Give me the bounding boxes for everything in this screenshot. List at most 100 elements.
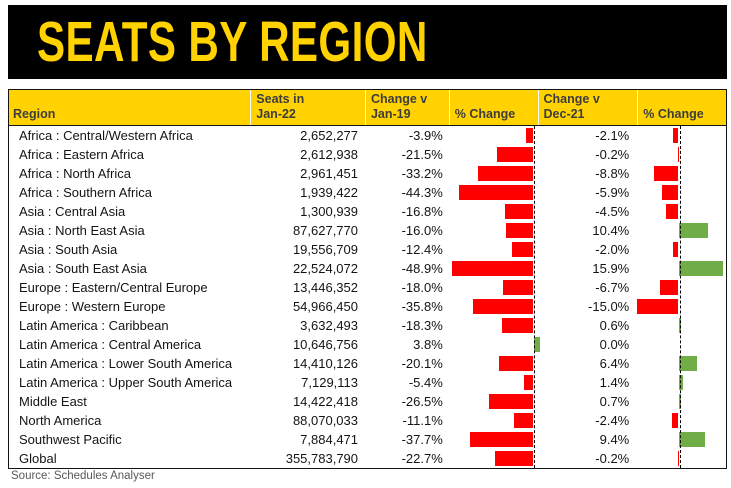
change-v-dec21-cell: 0.6% xyxy=(599,318,630,333)
pct-change-jan19-bar-cell xyxy=(449,183,538,202)
pct-change-jan19-bar xyxy=(497,147,533,162)
region-cell: Global xyxy=(19,451,57,466)
header-line: % Change xyxy=(643,107,704,121)
seats-cell: 7,884,471 xyxy=(300,432,359,447)
seats-cell: 355,783,790 xyxy=(285,451,359,466)
page-title: SEATS BY REGION xyxy=(37,9,428,74)
pct-change-jan19-bar-cell xyxy=(449,297,538,316)
pct-change-dec21-bar-cell xyxy=(637,164,726,183)
seats-cell: 22,524,072 xyxy=(292,261,359,276)
seats-cell: 1,300,939 xyxy=(300,204,359,219)
change-v-jan19-cell: -48.9% xyxy=(401,261,443,276)
pct-change-dec21-bar xyxy=(679,432,705,447)
pct-change-dec21-bar-cell xyxy=(637,183,726,202)
header-line: Change v xyxy=(370,92,428,106)
table-row: Africa : Eastern Africa 2,612,938 -21.5%… xyxy=(9,145,726,164)
pct-change-jan19-bar xyxy=(495,451,533,466)
pct-change-jan19-bar-cell xyxy=(449,335,541,354)
pct-change-dec21-bar xyxy=(679,261,723,276)
pct-change-dec21-bar-cell xyxy=(637,449,726,468)
pct-change-jan19-bar-cell xyxy=(449,145,538,164)
pct-change-jan19-bar-cell xyxy=(449,354,538,373)
table-header-row: Region Seats in Jan-22 Change v Jan-19 %… xyxy=(9,90,726,125)
table-row: Latin America : Central America 10,646,7… xyxy=(9,335,726,354)
change-v-dec21-cell: -0.2% xyxy=(595,147,630,162)
pct-change-jan19-bar xyxy=(477,166,533,181)
change-v-dec21-cell: -6.7% xyxy=(595,280,630,295)
change-v-dec21-cell: -15.0% xyxy=(588,299,630,314)
seats-cell: 2,652,277 xyxy=(300,128,359,143)
column-header-change-v-dec21: Change v Dec-21 xyxy=(537,90,638,125)
seats-cell: 1,939,422 xyxy=(300,185,359,200)
pct-change-dec21-bar xyxy=(659,280,679,295)
pct-change-dec21-bar-cell xyxy=(637,145,726,164)
pct-change-jan19-bar-cell xyxy=(449,259,538,278)
pct-change-dec21-bar xyxy=(672,128,679,143)
pct-change-dec21-bar-cell xyxy=(637,259,726,278)
header-line: Jan-19 xyxy=(370,107,411,121)
pct-change-dec21-bar-cell xyxy=(637,392,726,411)
pct-change-jan19-bar-cell xyxy=(449,240,538,259)
change-v-dec21-cell: -2.0% xyxy=(595,242,630,257)
pct-change-dec21-bar xyxy=(677,147,679,162)
seats-cell: 7,129,113 xyxy=(301,375,359,390)
column-header-pct-change-dec21: % Change xyxy=(637,90,726,125)
region-cell: Africa : North Africa xyxy=(19,166,131,181)
change-v-jan19-cell: -35.8% xyxy=(401,299,443,314)
title-banner: SEATS BY REGION xyxy=(8,5,727,79)
pct-change-dec21-bar-cell xyxy=(637,373,726,392)
change-v-dec21-cell: 0.0% xyxy=(599,337,630,352)
pct-change-jan19-bar-cell xyxy=(449,221,538,240)
region-cell: Latin America : Central America xyxy=(19,337,202,352)
pct-change-dec21-bar-cell xyxy=(637,430,726,449)
seats-table: Region Seats in Jan-22 Change v Jan-19 %… xyxy=(8,89,727,469)
seats-cell: 3,632,493 xyxy=(300,318,359,333)
seats-cell: 2,612,938 xyxy=(300,147,359,162)
pct-change-dec21-bar xyxy=(665,204,679,219)
change-v-dec21-cell: 15.9% xyxy=(592,261,630,276)
pct-change-jan19-bar xyxy=(506,223,533,238)
table-row: Latin America : Upper South America 7,12… xyxy=(9,373,726,392)
change-v-jan19-cell: -33.2% xyxy=(401,166,443,181)
region-cell: Latin America : Upper South America xyxy=(19,375,233,390)
pct-change-dec21-bar xyxy=(637,299,679,314)
change-v-jan19-cell: -16.8% xyxy=(401,204,443,219)
column-header-pct-change-jan19: % Change xyxy=(448,90,538,125)
source-note: Source: Schedules Analyser xyxy=(11,470,155,482)
table-row: Middle East 14,422,418 -26.5% 0.7% xyxy=(9,392,726,411)
seats-cell: 88,070,033 xyxy=(292,413,359,428)
zero-axis-jan19 xyxy=(534,126,535,468)
table-row: Asia : Central Asia 1,300,939 -16.8% -4.… xyxy=(9,202,726,221)
table-body: Africa : Central/Western Africa 2,652,27… xyxy=(9,125,726,468)
seats-cell: 13,446,352 xyxy=(292,280,359,295)
pct-change-dec21-bar-cell xyxy=(637,278,726,297)
region-cell: Middle East xyxy=(19,394,87,409)
column-header-change-v-jan19: Change v Jan-19 xyxy=(364,90,449,125)
pct-change-dec21-bar xyxy=(679,223,708,238)
change-v-dec21-cell: 0.7% xyxy=(599,394,630,409)
pct-change-jan19-bar xyxy=(533,337,541,352)
change-v-jan19-cell: -3.9% xyxy=(408,128,443,143)
column-header-seats-jan22: Seats in Jan-22 xyxy=(250,90,365,125)
pct-change-dec21-bar-cell xyxy=(637,316,726,335)
column-header-region: Region xyxy=(9,90,250,125)
change-v-jan19-cell: -16.0% xyxy=(401,223,443,238)
pct-change-dec21-bar xyxy=(677,451,679,466)
change-v-jan19-cell: -18.3% xyxy=(401,318,443,333)
region-cell: Asia : Central Asia xyxy=(19,204,126,219)
change-v-jan19-cell: -37.7% xyxy=(401,432,443,447)
change-v-dec21-cell: -0.2% xyxy=(595,451,630,466)
pct-change-jan19-bar xyxy=(514,413,533,428)
change-v-jan19-cell: -18.0% xyxy=(401,280,443,295)
pct-change-jan19-bar xyxy=(502,318,533,333)
table-row: North America 88,070,033 -11.1% -2.4% xyxy=(9,411,726,430)
pct-change-jan19-bar-cell xyxy=(449,411,538,430)
pct-change-dec21-bar-cell xyxy=(637,354,726,373)
pct-change-jan19-bar-cell xyxy=(449,449,538,468)
table-row: Latin America : Caribbean 3,632,493 -18.… xyxy=(9,316,726,335)
table-row: Africa : Central/Western Africa 2,652,27… xyxy=(9,126,726,145)
table-row: Europe : Eastern/Central Europe 13,446,3… xyxy=(9,278,726,297)
pct-change-jan19-bar-cell xyxy=(449,316,538,335)
change-v-jan19-cell: -44.3% xyxy=(401,185,443,200)
pct-change-jan19-bar xyxy=(526,128,533,143)
